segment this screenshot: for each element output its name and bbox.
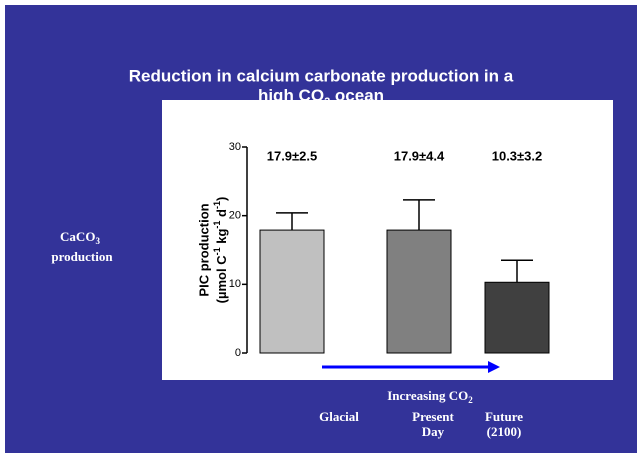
y-label-text: ) (214, 197, 229, 201)
side-label-sub: 3 (95, 236, 100, 246)
arrow-label-sub: 2 (468, 395, 473, 405)
side-label-line2: production (51, 249, 113, 264)
arrow-label-text: Increasing CO (387, 388, 468, 403)
category-label: Future (2100) (484, 409, 524, 439)
y-label-sup: -1 (212, 247, 222, 255)
arrow-label: Increasing CO2 (387, 388, 473, 405)
y-label-line1: PIC production (196, 203, 211, 296)
y-axis-label: PIC production (µmol C-1 kg-1 d-1) (196, 197, 229, 304)
y-tick-label: 20 (229, 210, 241, 222)
y-tick-label: 0 (235, 347, 241, 359)
title-line1: Reduction in calcium carbonate productio… (129, 66, 514, 85)
side-label-text: CaCO (60, 229, 95, 244)
value-label: 17.9±4.4 (394, 148, 445, 163)
value-label: 10.3±3.2 (492, 148, 543, 163)
y-label-sup: -1 (212, 221, 222, 229)
y-label-text: d (214, 209, 229, 221)
y-tick-label: 10 (229, 278, 241, 290)
side-label-line1: CaCO3 (60, 229, 100, 246)
y-label-text: (µmol C (214, 255, 229, 304)
value-label: 17.9±2.5 (267, 148, 318, 163)
y-label-sup: -1 (212, 201, 222, 209)
bar (259, 229, 325, 354)
bar (386, 229, 452, 354)
y-label-text: kg (214, 229, 229, 248)
y-tick-label: 30 (229, 141, 241, 153)
arrow-head (488, 361, 500, 373)
category-label: Present Day (412, 409, 454, 439)
bar (484, 281, 550, 354)
y-label-line2: (µmol C-1 kg-1 d-1) (212, 197, 229, 304)
category-label: Glacial (319, 409, 359, 424)
